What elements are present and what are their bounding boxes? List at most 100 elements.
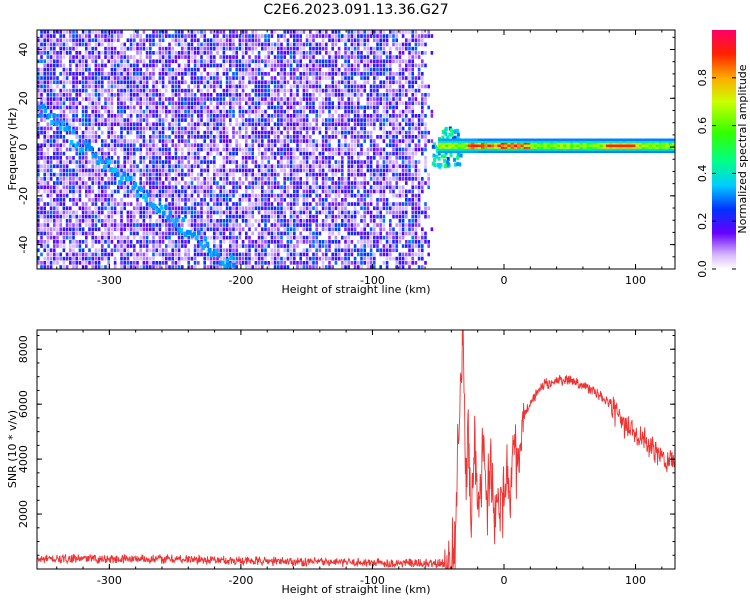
heatmap-cell: [110, 101, 114, 106]
heatmap-cell: [69, 156, 72, 160]
heatmap-cell: [72, 147, 75, 152]
heatmap-cell: [145, 248, 149, 253]
heatmap-cell: [277, 55, 280, 59]
heatmap-cell: [289, 118, 293, 122]
heatmap-cell: [94, 202, 98, 206]
heatmap-cell: [81, 252, 85, 257]
heatmap-cell: [334, 55, 338, 59]
heatmap-cell: [165, 84, 168, 89]
heatmap-cell: [331, 252, 334, 257]
heatmap-cell: [59, 51, 62, 55]
heatmap-cell: [344, 51, 347, 55]
heatmap-cell: [225, 139, 229, 143]
heatmap-cell: [360, 214, 363, 219]
heatmap-cell: [222, 227, 226, 232]
heatmap-cell: [373, 227, 376, 232]
heatmap-cell: [337, 206, 341, 211]
heatmap-cell: [43, 59, 46, 64]
heatmap-cell: [325, 105, 328, 110]
heatmap-cell: [40, 97, 43, 101]
heatmap-cell: [277, 139, 280, 143]
heatmap-cell: [187, 63, 190, 68]
heatmap-cell: [337, 80, 341, 85]
heatmap-cell: [360, 219, 363, 223]
heatmap-cell: [81, 135, 85, 139]
heatmap-cell: [75, 105, 78, 110]
heatmap-cell: [139, 256, 142, 261]
heatmap-cell: [257, 265, 261, 269]
heatmap-cell: [334, 261, 338, 265]
heatmap-cell: [117, 101, 120, 106]
heatmap-cell: [126, 84, 130, 89]
heatmap-cell: [94, 101, 98, 106]
heatmap-cell: [373, 240, 376, 244]
heatmap-cell: [229, 198, 232, 202]
heatmap-cell: [149, 46, 152, 51]
heatmap-cell: [49, 67, 53, 72]
heatmap-cell: [337, 181, 341, 185]
heatmap-cell: [347, 223, 350, 227]
heatmap-cell: [299, 34, 302, 38]
heatmap-cell: [309, 80, 312, 85]
heatmap-cell: [200, 143, 203, 148]
heatmap-cell: [283, 97, 286, 101]
heatmap-cell: [264, 59, 267, 64]
heatmap-cell: [72, 76, 75, 80]
heatmap-cell: [72, 231, 75, 236]
heatmap-cell: [62, 88, 66, 93]
heatmap-cell: [174, 265, 178, 269]
heatmap-cell: [46, 156, 50, 160]
heatmap-cell: [257, 256, 261, 261]
heatmap-cell: [296, 147, 299, 152]
heatmap-cell: [133, 189, 136, 194]
heatmap-cell: [136, 101, 139, 106]
heatmap-cell: [267, 189, 270, 194]
heatmap-cell: [200, 252, 203, 257]
heatmap-cell: [229, 93, 232, 97]
heatmap-cell: [113, 122, 117, 127]
heatmap-cell: [232, 72, 235, 76]
heatmap-cell: [101, 193, 104, 198]
heatmap-cell: [296, 101, 299, 106]
heatmap-cell: [350, 156, 354, 160]
heatmap-cell: [200, 210, 203, 215]
heatmap-cell: [133, 147, 136, 152]
heatmap-cell: [299, 109, 302, 114]
heatmap-cell: [65, 156, 69, 160]
heatmap-cell: [158, 101, 162, 106]
heatmap-cell: [305, 72, 309, 76]
heatmap-cell: [341, 210, 344, 215]
heatmap-cell: [312, 51, 315, 55]
heatmap-cell: [261, 198, 264, 202]
heatmap-cell: [363, 256, 366, 261]
heatmap-cell: [222, 248, 226, 253]
heatmap-cell: [155, 147, 158, 152]
heatmap-cell: [305, 265, 309, 269]
heatmap-cell: [267, 261, 270, 265]
heatmap-cell: [373, 219, 376, 223]
heatmap-cell: [296, 34, 299, 38]
heatmap-cell: [315, 67, 318, 72]
heatmap-cell: [190, 105, 194, 110]
heatmap-cell: [273, 156, 277, 160]
heatmap-cell: [88, 177, 91, 181]
heatmap-cell: [309, 227, 312, 232]
heatmap-cell: [110, 210, 114, 215]
heatmap-cell: [299, 42, 302, 47]
heatmap-cell: [318, 84, 322, 89]
heatmap-cell: [232, 202, 235, 206]
heatmap-cell: [267, 59, 270, 64]
heatmap-cell: [331, 151, 334, 156]
heatmap-cell: [264, 156, 267, 160]
heatmap-cell: [174, 202, 178, 206]
heatmap-cell: [222, 177, 226, 181]
heatmap-cell: [142, 261, 146, 265]
heatmap-cell: [376, 172, 379, 177]
heatmap-cell: [203, 181, 206, 185]
heatmap-cell: [366, 210, 370, 215]
heatmap-cell: [219, 42, 222, 47]
heatmap-cell: [293, 67, 296, 72]
heatmap-cell: [81, 256, 85, 261]
heatmap-cell: [177, 202, 181, 206]
heatmap-cell: [318, 59, 322, 64]
